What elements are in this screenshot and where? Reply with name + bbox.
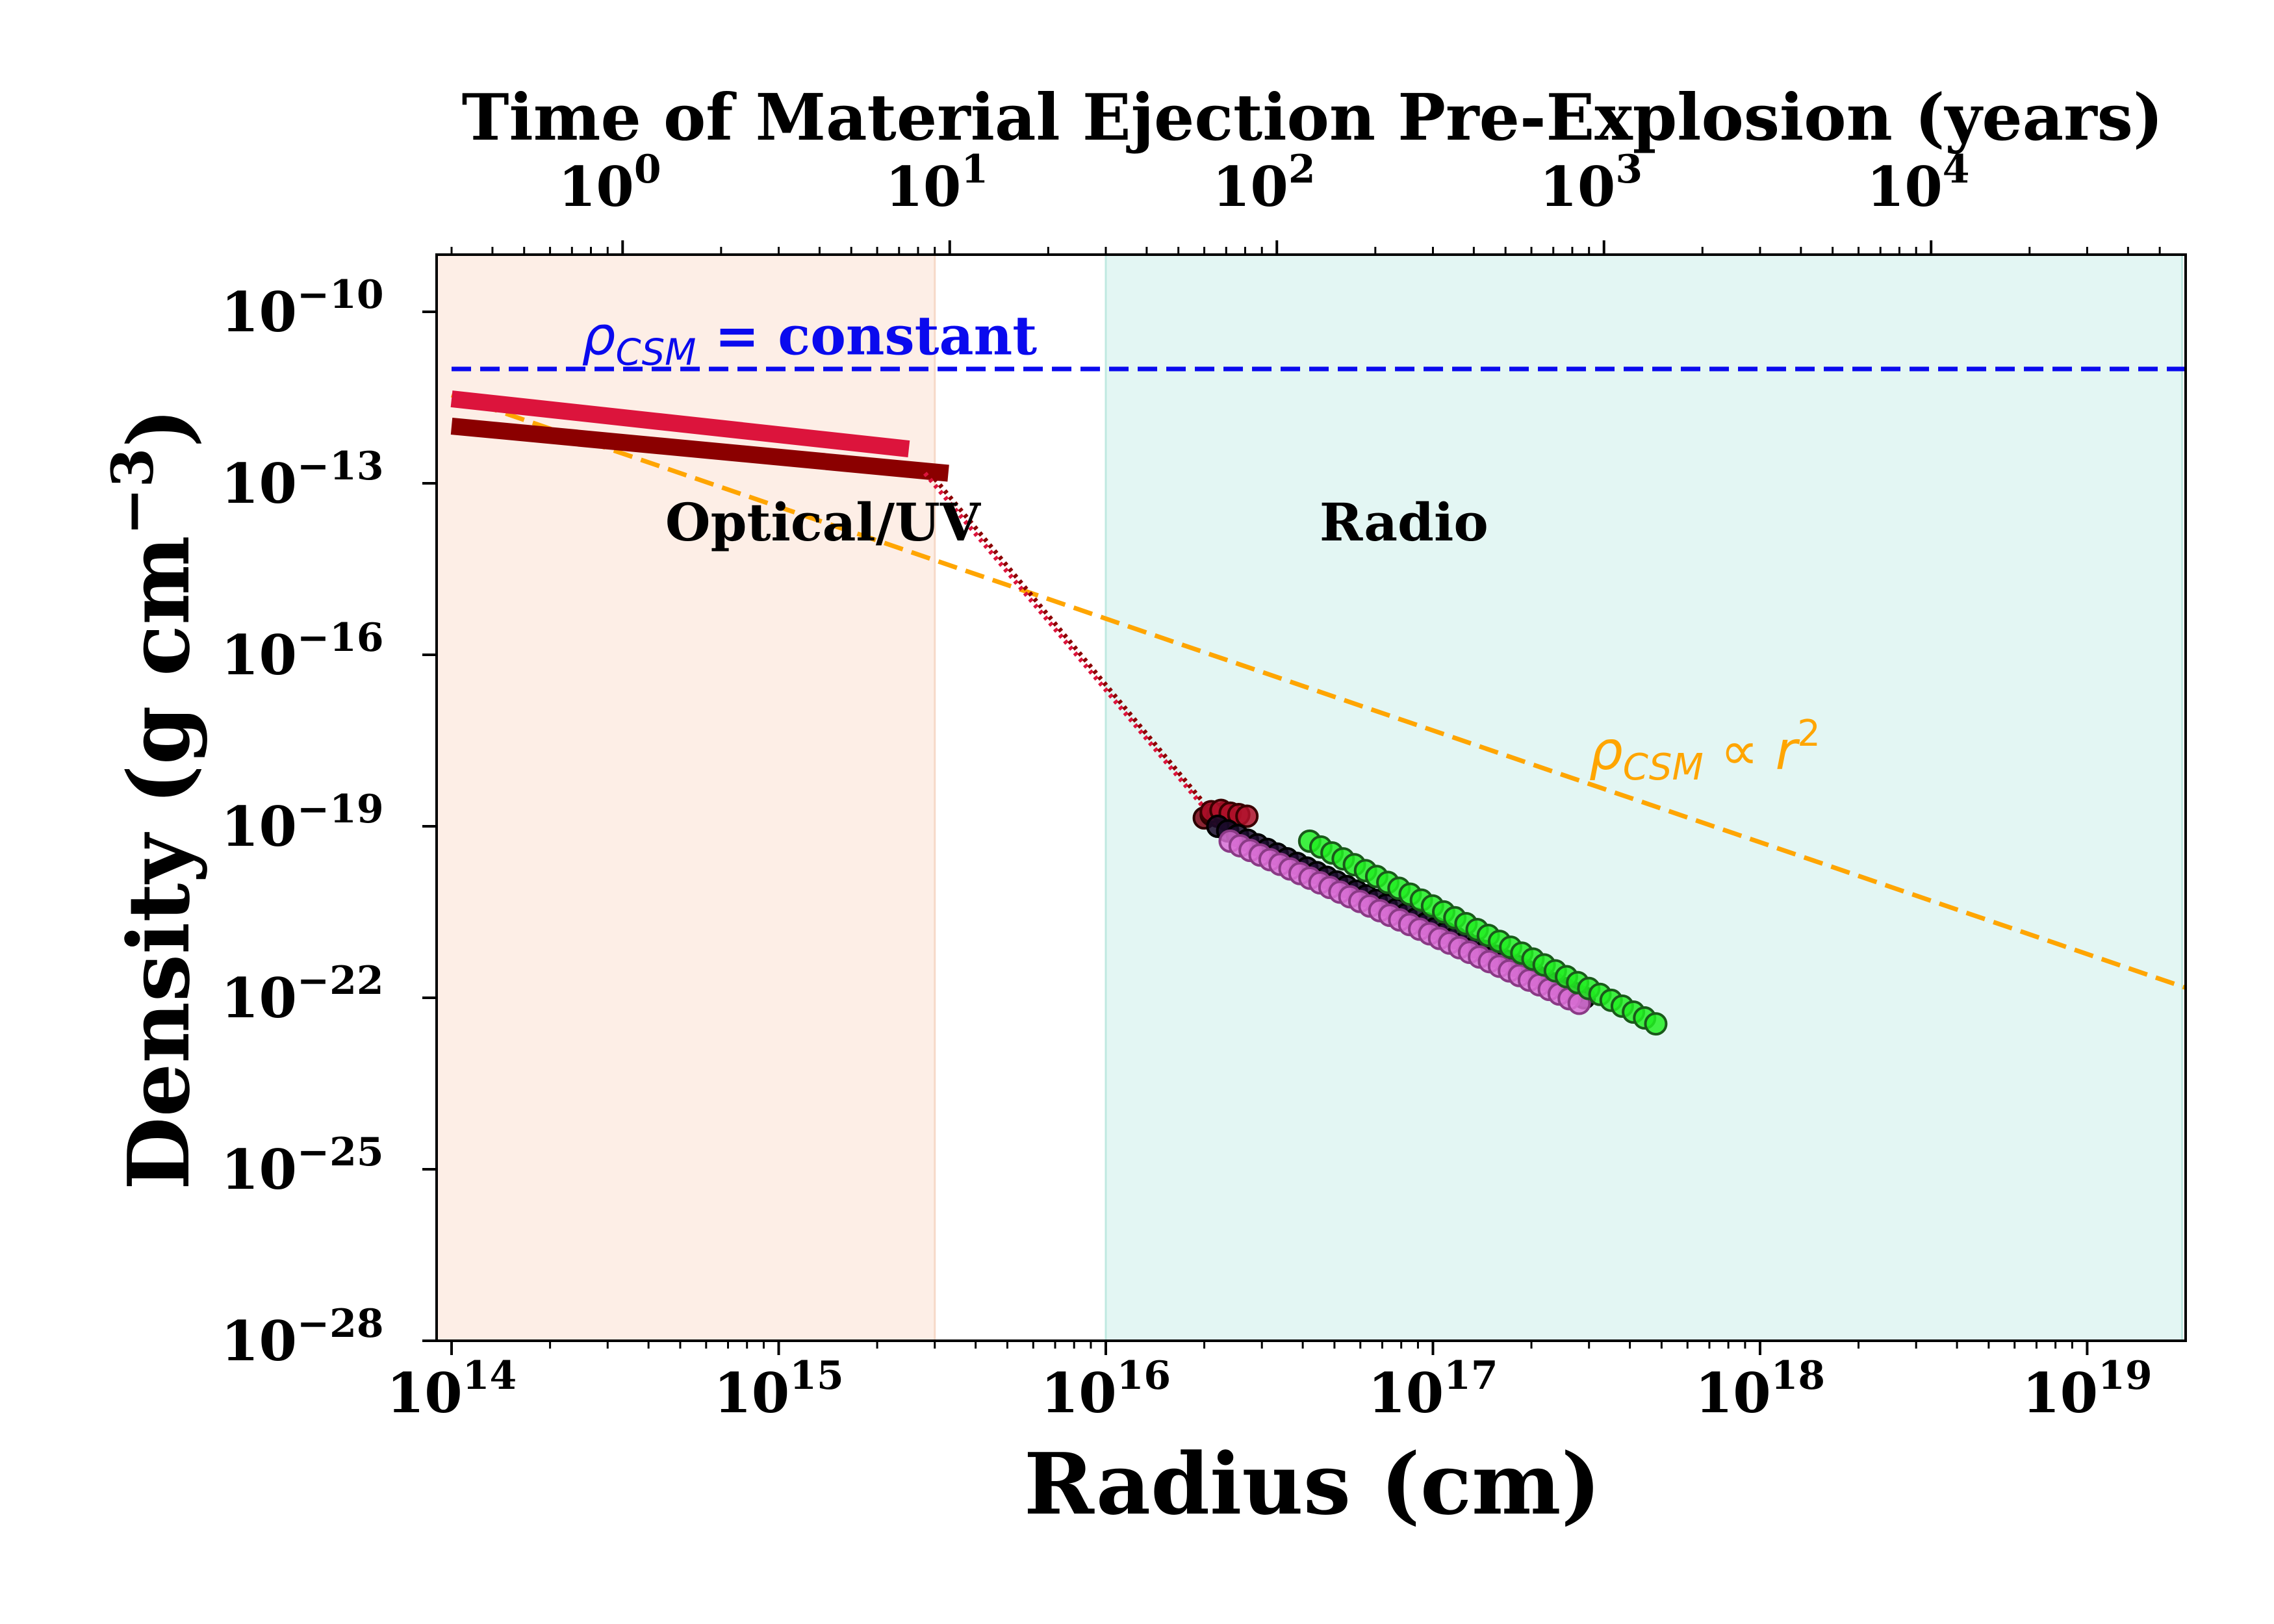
x-axis-title: Radius (cm) — [1024, 1434, 1601, 1534]
y-tick-label: 10−28 — [221, 1301, 384, 1373]
data-point — [1644, 1012, 1668, 1036]
optical-bands — [450, 390, 949, 482]
x-tick-label: 1017 — [1368, 1353, 1498, 1425]
top-axis-title: Time of Material Ejection Pre-Explosion … — [462, 81, 2164, 155]
y-tick-label: 10−19 — [221, 787, 384, 859]
data-points — [1192, 798, 1668, 1036]
ref-label-sup: 2 — [1797, 713, 1820, 755]
top-tick-label: 100 — [558, 147, 661, 219]
x-tick-label: 1016 — [1041, 1353, 1171, 1425]
top-tick-label: 102 — [1212, 147, 1316, 219]
y-tick-label: 10−22 — [221, 958, 384, 1030]
optical-band-0 — [450, 390, 910, 457]
y-tick-label: 10−10 — [221, 272, 384, 344]
connector-lines — [923, 472, 1220, 822]
region-1 — [1105, 255, 2183, 1341]
connector-1 — [933, 477, 1220, 822]
reference-line-1 — [450, 392, 2186, 990]
x-tick-label: 1014 — [387, 1353, 517, 1425]
x-tick-label: 1015 — [713, 1353, 843, 1425]
y-axis-title-main: Density (g cm — [109, 535, 209, 1190]
top-tick-label: 103 — [1539, 147, 1642, 219]
y-tick-label: 10−16 — [221, 615, 384, 687]
x-tick-label: 1018 — [1695, 1353, 1825, 1425]
reference-label-1: ρCSM ∝ r2 — [1589, 713, 1820, 789]
plot-frame — [435, 253, 2187, 1342]
top-tick-label: 104 — [1867, 147, 1970, 219]
y-tick-label: 10−25 — [221, 1130, 384, 1202]
reference-label-0: ρCSM = constant — [581, 305, 1037, 374]
top-tick-label: 101 — [885, 147, 988, 219]
region-label-1: Radio — [1320, 492, 1488, 553]
y-axis-title-close: ) — [109, 408, 209, 448]
y-axis-title: Density (g cm−3) — [99, 408, 209, 1190]
x-tick-label: 1019 — [2022, 1353, 2152, 1425]
ref-label-text: ∝ r — [1704, 720, 1800, 782]
ref-label-rho: ρ — [1589, 720, 1623, 782]
axis-ticks: 1014 1015 1016 1017 1018 1019 10−10 10−13 10−16 1… — [221, 147, 2161, 1425]
y-axis-title-exp: −3 — [99, 448, 166, 535]
region-label-0: Optical/UV — [665, 492, 982, 553]
ref-label-sub: CSM — [1623, 746, 1704, 789]
ref-label-rho: ρ — [581, 306, 615, 368]
y-tick-label: 10−13 — [221, 444, 384, 516]
optical-band-1 — [450, 418, 949, 482]
data-point — [1235, 804, 1259, 828]
ref-label-sub: CSM — [615, 332, 696, 374]
ref-label-text: = constant — [696, 305, 1037, 368]
reference-lines — [450, 366, 2186, 990]
